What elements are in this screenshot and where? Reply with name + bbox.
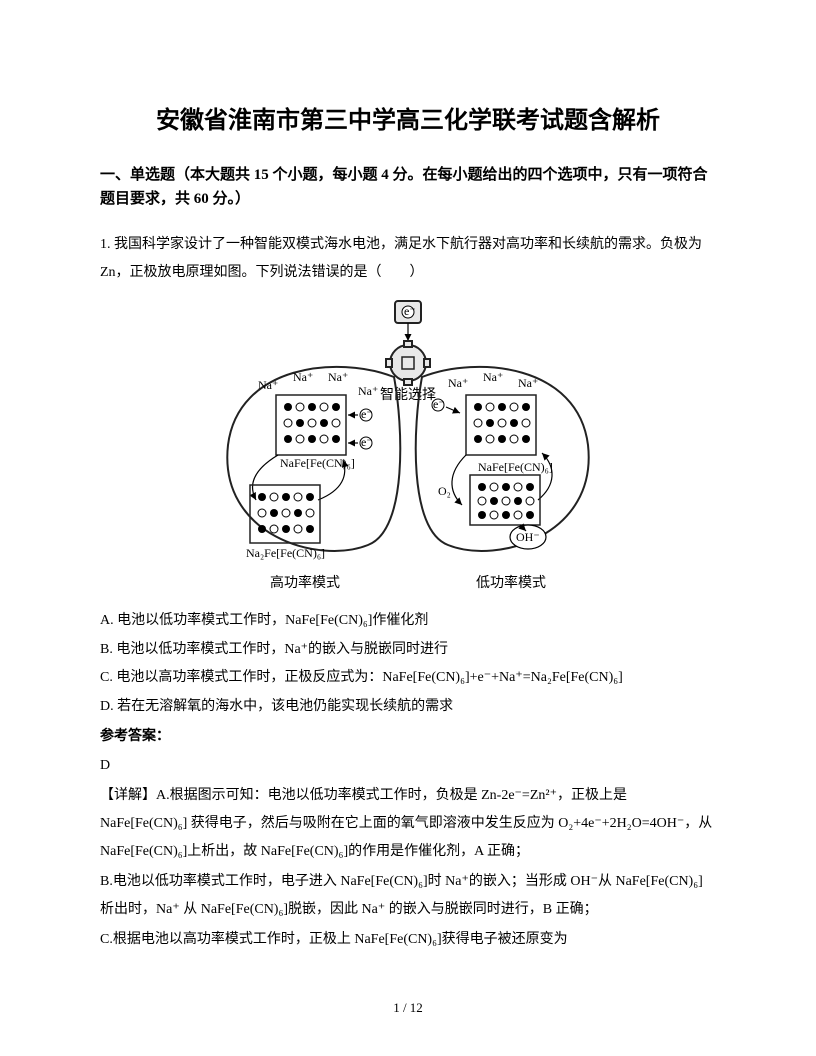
na-label: Na⁺: [518, 376, 538, 390]
na-label: Na⁺: [358, 384, 378, 398]
page-number: 1 / 12: [0, 1000, 816, 1016]
o2-label: O₂: [438, 484, 451, 498]
atom-cluster-icon: [474, 403, 530, 443]
electron-label: e⁻: [361, 407, 373, 421]
doc-title: 安徽省淮南市第三中学高三化学联考试题含解析: [100, 100, 716, 135]
answer-label: 参考答案：: [100, 724, 716, 751]
option-c: C. 电池以高功率模式工作时，正极反应式为：NaFe[Fe(CN)₆]+e⁻+N…: [100, 665, 716, 692]
compound1-label-right: NaFe[Fe(CN)₆]: [478, 460, 553, 474]
page: 安徽省淮南市第三中学高三化学联考试题含解析 一、单选题（本大题共 15 个小题，…: [0, 0, 816, 1056]
battery-diagram-svg: e⁻ 智能选择 Na⁺ Na⁺ Na⁺ Na⁺: [198, 295, 618, 595]
low-power-mode-label: 低功率模式: [476, 574, 546, 591]
electron-label: e⁻: [361, 435, 373, 449]
question-1-stem: 1. 我国科学家设计了一种智能双模式海水电池，满足水下航行器对高功率和长续航的需…: [100, 231, 716, 287]
question-1-diagram: e⁻ 智能选择 Na⁺ Na⁺ Na⁺ Na⁺: [100, 295, 716, 600]
explanation-b: B.电池以低功率模式工作时，电子进入 NaFe[Fe(CN)₆]时 Na⁺的嵌入…: [100, 868, 716, 924]
question-number: 1.: [100, 237, 111, 252]
answer-value: D: [100, 753, 716, 780]
na-label: Na⁺: [258, 378, 278, 392]
electron-label: e⁻: [404, 304, 416, 318]
high-power-mode-label: 高功率模式: [270, 574, 340, 591]
question-text: 我国科学家设计了一种智能双模式海水电池，满足水下航行器对高功率和长续航的需求。负…: [100, 237, 702, 280]
cycle-arrow-icon: [452, 455, 466, 505]
option-a: A. 电池以低功率模式工作时，NaFe[Fe(CN)₆]作催化剂: [100, 608, 716, 635]
atom-cluster-icon: [284, 403, 340, 443]
explanation-a: 【详解】A.根据图示可知：电池以低功率模式工作时，负极是 Zn-2e⁻=Zn²⁺…: [100, 782, 716, 866]
na-label: Na⁺: [293, 370, 313, 384]
electron-label: e⁻: [433, 397, 445, 411]
section-header: 一、单选题（本大题共 15 个小题，每小题 4 分。在每小题给出的四个选项中，只…: [100, 163, 716, 211]
atom-cluster-icon: [478, 483, 534, 519]
na-label: Na⁺: [483, 370, 503, 384]
oh-label: OH⁻: [516, 530, 540, 544]
option-d: D. 若在无溶解氧的海水中，该电池仍能实现长续航的需求: [100, 694, 716, 721]
na-label: Na⁺: [328, 370, 348, 384]
smart-select-label: 智能选择: [380, 387, 436, 403]
na-label: Na⁺: [448, 376, 468, 390]
gear-icon: [386, 341, 430, 385]
explanation-c: C.根据电池以高功率模式工作时，正极上 NaFe[Fe(CN)₆]获得电子被还原…: [100, 926, 716, 954]
atom-cluster-icon: [258, 493, 314, 533]
option-b: B. 电池以低功率模式工作时，Na⁺的嵌入与脱嵌同时进行: [100, 637, 716, 664]
compound2-label: Na₂Fe[Fe(CN)₆]: [246, 546, 325, 560]
